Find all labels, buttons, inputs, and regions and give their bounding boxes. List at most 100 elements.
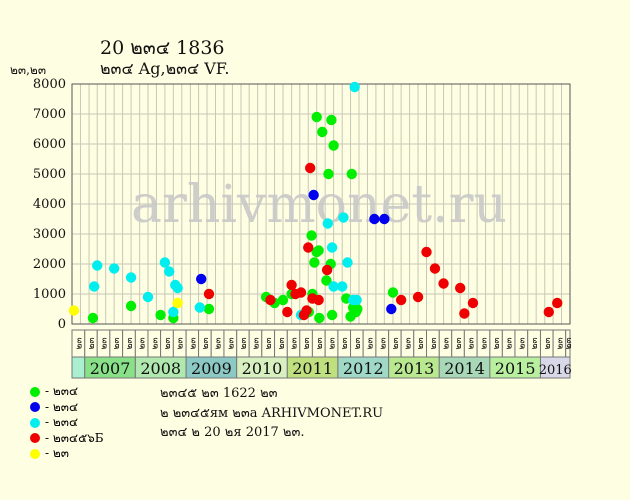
quarter-label: ๒๓ — [391, 337, 401, 349]
data-point — [321, 264, 333, 276]
data-point — [277, 294, 289, 306]
data-point — [155, 309, 166, 321]
legend-marker-cyan — [30, 417, 40, 428]
legend-marker-yellow — [30, 448, 40, 459]
legend-item: - ๒๓๔ — [30, 415, 104, 431]
quarter-label: ๒๓ — [454, 337, 464, 349]
quarter-cell — [565, 329, 571, 358]
y-axis-label: ๒๓,๒๓ — [10, 63, 47, 77]
chart-subtitle: ๒๓๔ Ag,๒๓๔ VF. — [100, 59, 230, 78]
quarter-label: ๒๓ — [125, 337, 135, 349]
quarter-label: ๒๓ — [251, 337, 261, 349]
data-point — [552, 297, 563, 309]
year-label: 2010 — [242, 359, 283, 378]
watermark: arhivmonet.ru — [131, 175, 507, 235]
data-point — [395, 294, 407, 306]
year-label: 2011 — [292, 359, 333, 378]
y-tick-label: 1000 — [33, 287, 66, 302]
y-tick-label: 0 — [58, 317, 66, 332]
y-tick-label: 4000 — [33, 197, 66, 212]
data-point — [125, 272, 137, 283]
data-point — [163, 266, 175, 277]
quarter-label: ๒๓ — [353, 337, 363, 349]
y-tick-label: 6000 — [33, 137, 66, 152]
quarter-label: ๒๓ — [290, 337, 300, 349]
data-point — [203, 303, 215, 315]
quarter-label: ๒๓ — [176, 337, 186, 349]
data-point — [322, 218, 333, 229]
legend-item: - ๒๓๔ — [30, 400, 104, 416]
data-point — [309, 257, 320, 268]
data-point — [125, 300, 137, 312]
data-point — [282, 306, 293, 318]
quarter-label: ๒๓ — [543, 337, 553, 349]
data-point — [172, 282, 183, 294]
quarter-label: ๒๓ — [328, 337, 338, 349]
data-point — [323, 168, 334, 180]
data-point — [326, 309, 338, 321]
notes: ๒๓๔๕ ๒๓ 1622 ๒๓ ๒ ๒๓๔๕ям ๒๓a ARHIVMONET.… — [160, 384, 383, 443]
quarter-label: ๒๓ — [467, 337, 477, 349]
data-point — [314, 312, 325, 324]
data-point — [326, 114, 337, 126]
year-label: 2007 — [90, 359, 131, 378]
legend-label: - ๒๓๔ — [45, 415, 79, 430]
data-point — [326, 242, 338, 253]
data-point — [265, 294, 276, 306]
data-point — [172, 297, 183, 309]
quarter-label: ๒๓ — [564, 337, 574, 349]
data-point — [412, 291, 424, 303]
quarter-label: ๒๓ — [378, 337, 388, 349]
quarter-label: ๒๓ — [188, 337, 198, 349]
data-point — [387, 287, 399, 298]
year-label: 2014 — [444, 359, 485, 378]
legend-marker-blue — [30, 402, 40, 413]
quarter-label: ๒๓ — [340, 337, 350, 349]
y-tick-label: 3000 — [33, 227, 66, 242]
quarter-label: ๒๓ — [442, 337, 452, 349]
data-point — [346, 168, 357, 180]
quarter-label: ๒๓ — [315, 337, 325, 349]
data-point — [142, 291, 154, 303]
year-label: 2016 — [539, 363, 572, 378]
data-point — [379, 213, 390, 225]
quarter-label: ๒๓ — [429, 337, 439, 349]
data-point — [88, 281, 100, 292]
year-label: 2012 — [343, 359, 384, 378]
y-tick-label: 2000 — [33, 257, 66, 272]
data-point — [313, 245, 324, 256]
quarter-label: ๒๓ — [555, 337, 565, 349]
year-label: 2009 — [191, 359, 232, 378]
data-point — [313, 294, 324, 306]
quarter-label: ๒๓ — [74, 337, 84, 349]
data-point — [194, 302, 206, 313]
data-point — [317, 126, 328, 138]
quarter-label: ๒๓ — [517, 337, 527, 349]
data-point — [87, 312, 99, 324]
data-point — [286, 279, 297, 291]
data-point — [303, 242, 314, 253]
data-point — [369, 213, 380, 225]
legend-item: - ๒๓๔๕๖Б — [30, 431, 104, 447]
legend-item: - ๒๓ — [30, 446, 104, 462]
data-point — [203, 288, 215, 300]
legend-label: - ๒๓๔ — [45, 384, 79, 399]
data-point — [308, 189, 319, 201]
y-tick-label: 5000 — [33, 167, 66, 182]
data-point — [342, 257, 353, 268]
quarter-label: ๒๓ — [226, 337, 236, 349]
data-point — [311, 111, 322, 123]
data-point — [349, 81, 360, 93]
quarter-label: ๒๓ — [138, 337, 148, 349]
data-point — [159, 257, 171, 268]
quarter-label: ๒๓ — [112, 337, 122, 349]
plot-border — [71, 83, 571, 325]
year-label: 2015 — [495, 359, 536, 378]
data-point — [306, 230, 317, 241]
chart-title: 20 ๒๓๔ 1836 — [100, 37, 225, 59]
quarter-label: ๒๓ — [201, 337, 211, 349]
legend-marker-green — [30, 386, 40, 397]
data-point — [196, 273, 207, 285]
legend: - ๒๓๔ - ๒๓๔ - ๒๓๔ - ๒๓๔๕๖Б - ๒๓ — [30, 384, 104, 462]
data-point — [352, 303, 363, 315]
